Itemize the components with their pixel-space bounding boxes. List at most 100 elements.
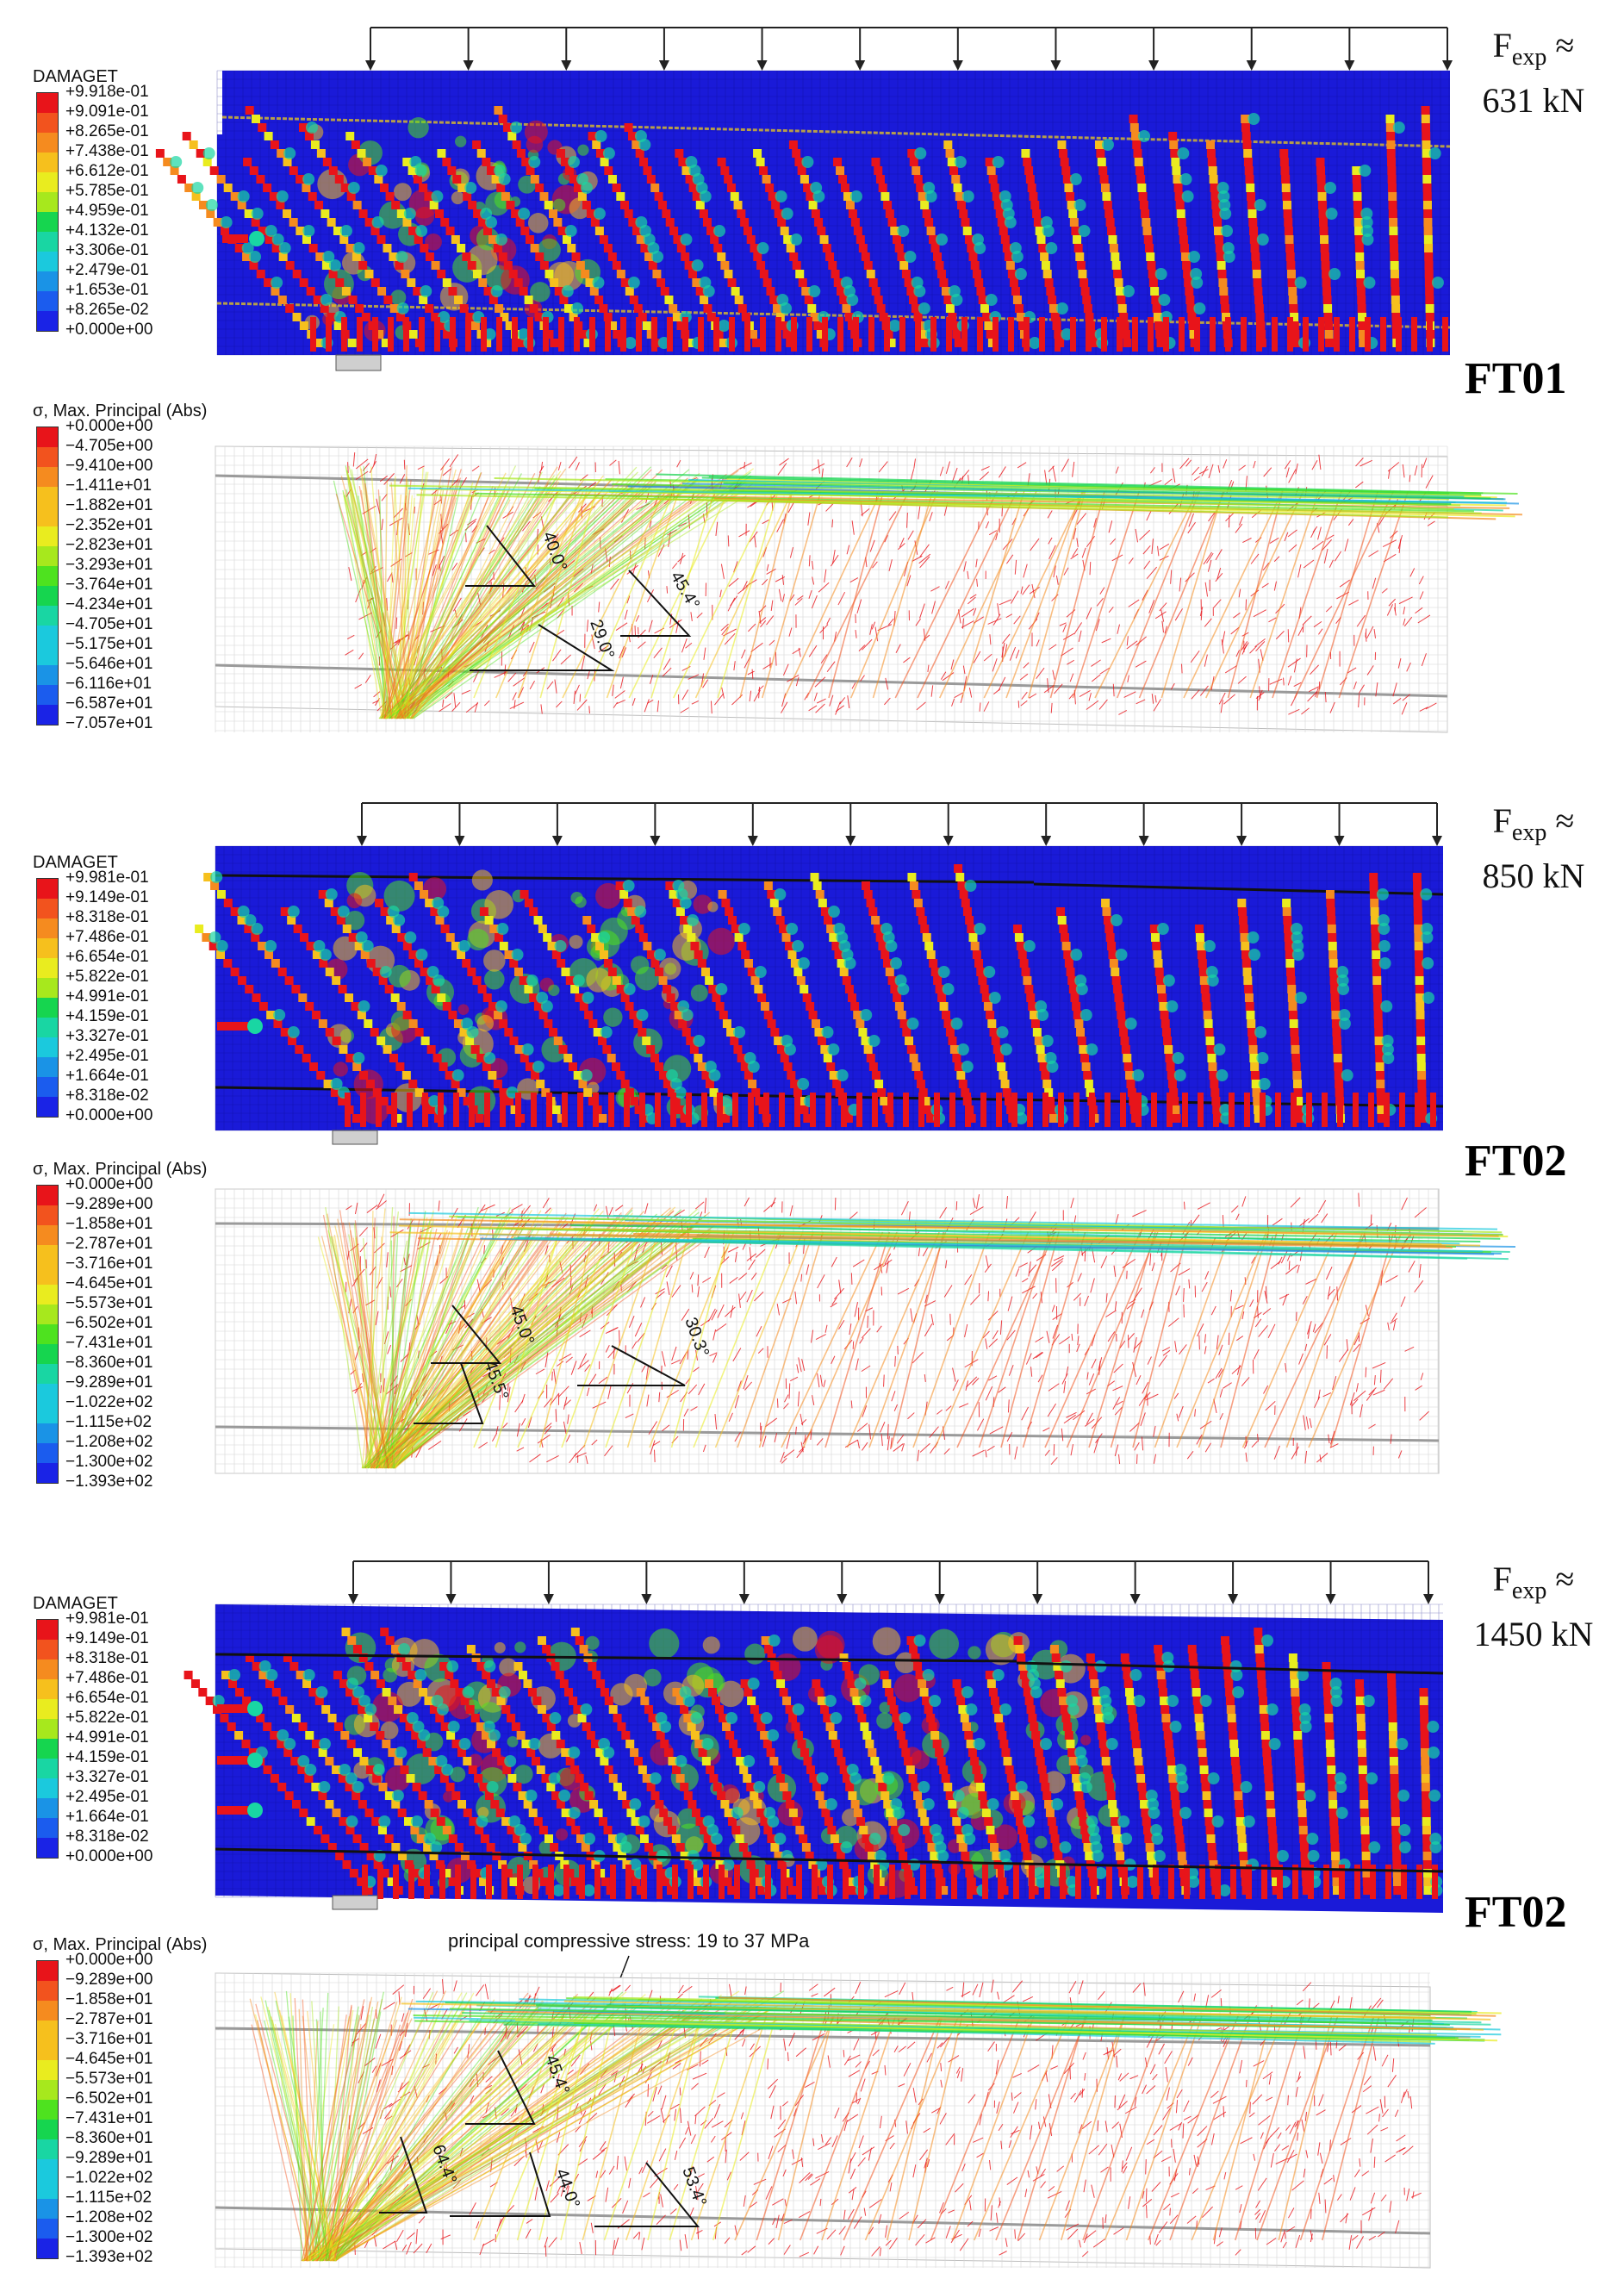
load-arrow [943,803,954,846]
legend-swatch [37,1305,58,1324]
legend-title: DAMAGET [33,853,118,872]
legend-tick-label: −6.116e+01 [65,675,152,693]
legend-swatch [37,665,58,685]
load-arrow [658,28,669,71]
legend-colorbar [36,1960,59,2259]
legend-tick-label: −4.705e+00 [65,437,153,455]
legend-ticks: +0.000e+00 −4.705e+00 −9.410e+00 −1.411e+01… [65,416,152,733]
damage-legend: DAMAGET +9.981e-01 +9.149e-01 +8.318e-01 +7… [33,1594,152,1865]
legend-tick-label: −1.393e+02 [65,2248,153,2266]
legend-swatch [37,447,58,467]
rebar-bottom [215,1847,1444,1873]
legend-swatch [37,192,58,212]
force-label: Fexp ≈ 631 kN [1456,24,1611,122]
left-damage-spot [217,1018,263,1034]
legend-tick-label: −1.115e+02 [65,2189,152,2207]
legend-swatch [37,1285,58,1305]
legend-swatch [37,1640,58,1659]
load-arrow [747,803,758,846]
load-arrow [357,803,367,846]
legend-tick-label: +0.000e+00 [65,1951,153,1969]
legend-tick-label: −1.115e+02 [65,1413,152,1431]
stress-vectors [317,1192,1516,1469]
support-plate [332,1895,378,1910]
legend-tick-label: −1.393e+02 [65,1473,153,1491]
stress-vectors [333,452,1522,719]
legend-swatch [37,1443,58,1463]
legend-tick-label: +9.149e-01 [65,1629,149,1647]
legend-tick-label: −6.502e+01 [65,2089,153,2108]
load-arrow [551,803,563,846]
legend-tick-label: +6.654e-01 [65,948,149,966]
legend-swatch [37,645,58,665]
legend-tick-label: −1.858e+01 [65,1990,153,2008]
legend-tick-label: +4.959e-01 [65,202,149,220]
force-label: Fexp ≈ 850 kN [1456,800,1611,898]
legend-swatch [37,998,58,1018]
force-subscript: exp [1511,819,1547,846]
legend-swatch [37,1778,58,1798]
load-arrow [1325,1561,1336,1604]
load-arrow [445,1561,457,1604]
load-arrow [1423,1561,1434,1604]
legend-tick-label: −9.410e+00 [65,457,153,475]
legend-tick-label: −3.293e+01 [65,556,153,574]
specimen-label: FT02 [1465,1888,1567,1937]
legend-tick-label: +3.327e-01 [65,1027,149,1045]
legend-ticks: +9.981e-01 +9.149e-01 +8.318e-01 +7.486e-01… [65,1609,152,1866]
legend-tick-label: +4.159e-01 [65,1748,149,1766]
legend-swatch [37,978,58,998]
legend-tick-label: +3.327e-01 [65,1768,149,1786]
legend-tick-label: −8.360e+01 [65,1354,153,1372]
legend-swatch [37,958,58,978]
approx-symbol: ≈ [1555,1560,1575,1598]
legend-swatch [37,212,58,232]
legend-swatch [37,133,58,153]
legend-tick-label: −1.858e+01 [65,1215,153,1233]
legend-swatch [37,2001,58,2021]
damage-contour-beam [155,27,1453,371]
principal-stress-vector-plot: 40.0° 29.0° 45.4° [215,445,1522,733]
legend-tick-label: −1.300e+02 [65,2228,153,2246]
legend-tick-label: −9.289e+00 [65,1195,153,1213]
principal-stress-vector-plot: 45.4° 64.4° 44.0° 53.4° [215,1955,1502,2269]
legend-tick-label: +7.486e-01 [65,1669,149,1687]
legend-tick-label: +0.000e+00 [65,1106,153,1124]
legend-tick-label: −1.882e+01 [65,496,153,514]
legend-tick-label: +5.785e-01 [65,182,149,200]
legend-colorbar [36,1619,59,1859]
legend-tick-label: −4.705e+01 [65,615,153,633]
legend-swatch [37,1057,58,1077]
legend-tick-label: +1.664e-01 [65,1067,149,1085]
legend-tick-label: −7.057e+01 [65,714,153,732]
legend-swatch [37,1404,58,1423]
load-arrow [1246,28,1257,71]
legend-tick-label: +8.265e-01 [65,122,149,140]
legend-title: σ, Max. Principal (Abs) [33,1935,208,1954]
legend-swatch [37,291,58,311]
legend-tick-label: +9.981e-01 [65,1610,149,1628]
legend-tick-label: −7.431e+01 [65,1334,153,1352]
legend-swatch [37,232,58,252]
legend-tick-label: −1.022e+02 [65,2169,153,2187]
left-damage-spot [222,231,264,246]
panel-ft01-631kn: DAMAGET +9.918e-01 +9.091e-01 +8.265e-01 +7… [0,0,1624,758]
legend-tick-label: −2.787e+01 [65,1235,153,1253]
legend-swatch [37,1186,58,1205]
legend-swatch [37,1659,58,1679]
legend-tick-label: +1.653e-01 [65,281,149,299]
legend-tick-label: +2.479e-01 [65,261,149,279]
legend-tick-label: +4.159e-01 [65,1007,149,1025]
legend-swatch [37,1798,58,1818]
legend-swatch [37,1981,58,2001]
legend-swatch [37,2179,58,2199]
legend-swatch [37,271,58,291]
legend-tick-label: +9.981e-01 [65,869,149,887]
legend-tick-label: −4.645e+01 [65,2050,153,2068]
load-arrow [1432,803,1442,846]
legend-title: σ, Max. Principal (Abs) [33,1160,208,1179]
legend-swatch [37,566,58,586]
legend-tick-label: +6.654e-01 [65,1689,149,1707]
legend-swatch [37,2021,58,2040]
legend-swatch [37,918,58,938]
